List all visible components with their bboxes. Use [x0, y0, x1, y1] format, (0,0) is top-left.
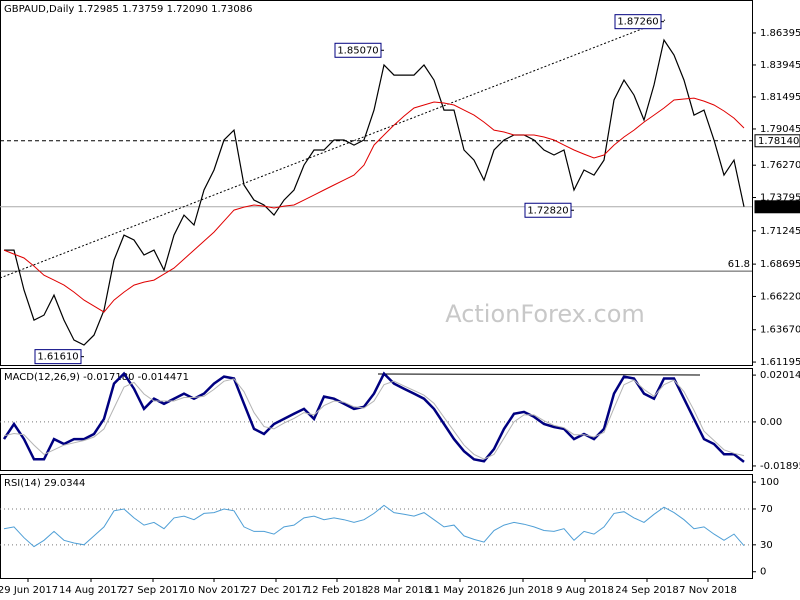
x-tick-label: 10 Nov 2017	[182, 585, 246, 596]
x-tick-label: 14 Aug 2017	[59, 585, 123, 596]
y-tick-label: 0.00	[760, 417, 782, 428]
annotation-label: 1.87260	[617, 17, 658, 28]
y-tick-label: 1.63670	[760, 325, 800, 336]
trend-line	[0, 19, 666, 279]
rsi-panel	[0, 474, 753, 579]
y-tick-label: 1.66220	[760, 291, 800, 302]
y-tick-label: 0	[760, 567, 766, 578]
annotation-box	[34, 349, 82, 365]
series-line	[3, 378, 745, 460]
level-label: 1.73086	[758, 202, 799, 213]
y-tick-label: 1.83945	[760, 60, 800, 71]
x-tick-label: 27 Sep 2017	[121, 585, 184, 596]
series-line	[3, 97, 745, 313]
y-tick-label: 1.71245	[760, 226, 800, 237]
y-tick-label: 0.020145	[760, 370, 800, 381]
level-label: 1.78140	[758, 136, 799, 147]
y-tick-label: 1.68695	[760, 259, 800, 270]
level-label-box	[754, 134, 800, 148]
series-line	[4, 38, 745, 346]
x-tick-label: 9 Aug 2018	[556, 585, 614, 596]
y-tick-label: 1.73795	[760, 193, 800, 204]
series-line	[2, 371, 745, 463]
y-tick-label: 70	[760, 504, 773, 515]
annotation-label: 1.72820	[527, 205, 568, 216]
level-label-box	[754, 200, 800, 214]
annotation-box	[334, 42, 382, 58]
panel-title: GBPAUD,Daily 1.72985 1.73759 1.72090 1.7…	[4, 4, 252, 15]
x-tick-label: 26 Jun 2018	[493, 585, 553, 596]
x-tick-label: 7 Nov 2018	[679, 585, 737, 596]
level-label: 61.8	[728, 259, 750, 270]
annotation-label: 1.85070	[337, 45, 378, 56]
x-tick-label: 11 May 2018	[427, 585, 492, 596]
x-tick-label: 27 Dec 2017	[244, 585, 308, 596]
annotation-label: 1.61610	[37, 352, 78, 363]
panel-title: RSI(14) 29.0344	[4, 478, 85, 489]
price-panel	[0, 0, 753, 366]
series-line	[3, 504, 745, 548]
watermark: ActionForex.com	[445, 300, 645, 328]
y-tick-label: 100	[760, 477, 779, 488]
y-tick-label: 1.76270	[760, 160, 800, 171]
y-tick-label: 1.86395	[760, 28, 800, 39]
annotation-box	[614, 14, 662, 30]
y-tick-label: 1.81495	[760, 92, 800, 103]
x-tick-label: 29 Jun 2017	[0, 585, 58, 596]
annotation-box	[524, 202, 572, 218]
x-tick-label: 24 Sep 2018	[615, 585, 678, 596]
macd-panel	[0, 368, 753, 471]
y-tick-label: 1.61195	[760, 357, 800, 368]
macd-resistance-line	[377, 373, 701, 376]
y-tick-label: 30	[760, 540, 773, 551]
x-tick-label: 12 Feb 2018	[306, 585, 368, 596]
panel-title: MACD(12,26,9) -0.017180 -0.014471	[4, 372, 189, 383]
x-tick-label: 28 Mar 2018	[367, 585, 430, 596]
y-tick-label: 1.79045	[760, 124, 800, 135]
y-tick-label: -0.018958	[760, 461, 800, 472]
